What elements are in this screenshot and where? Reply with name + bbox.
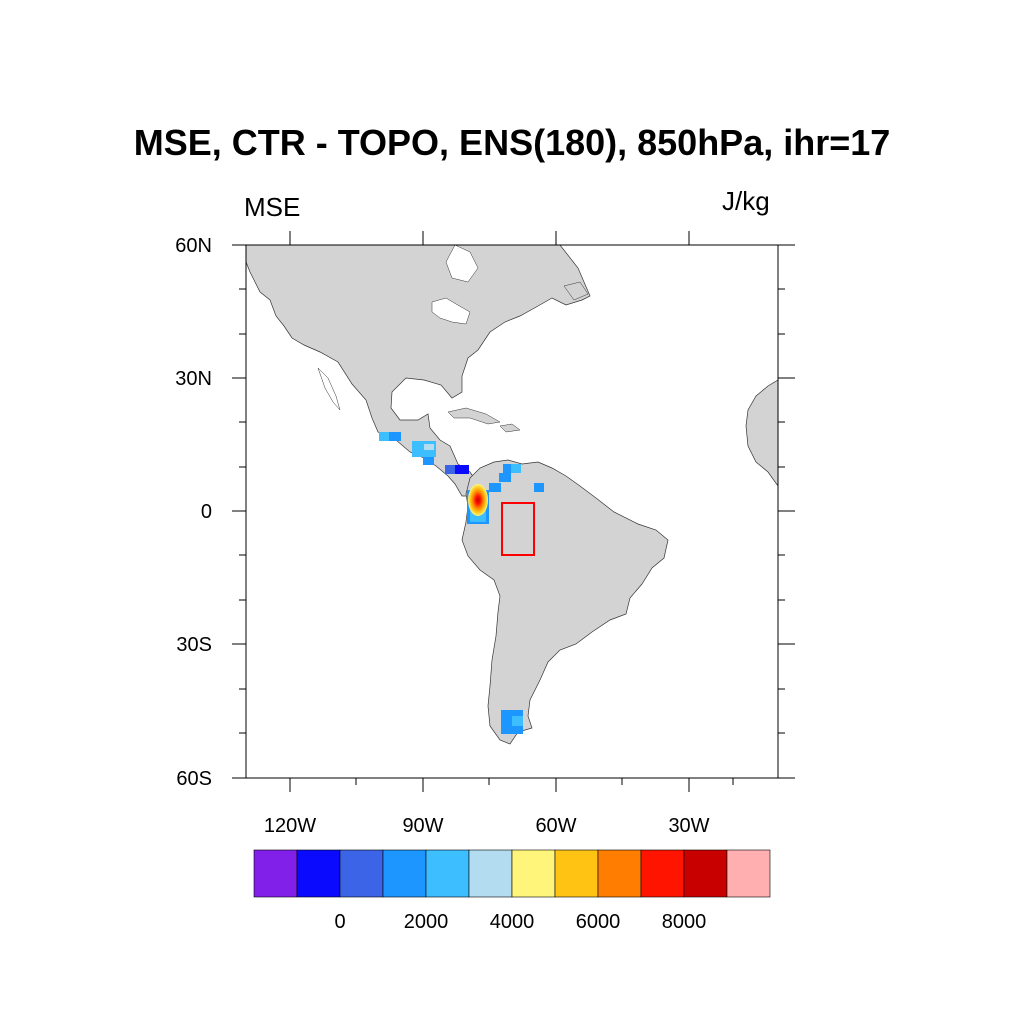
land-layer bbox=[246, 245, 778, 745]
south-america-landmass bbox=[461, 459, 669, 745]
lat-label-0: 0 bbox=[201, 501, 212, 523]
great-lakes bbox=[431, 297, 471, 325]
colorbar-label-0: 0 bbox=[334, 911, 345, 933]
hudson-bay bbox=[445, 245, 479, 283]
lon-label-90w: 90W bbox=[402, 815, 443, 837]
newfoundland-island bbox=[563, 281, 589, 301]
colorbar-box bbox=[253, 849, 298, 898]
units-label: J/kg bbox=[722, 186, 770, 216]
hispaniola-island bbox=[499, 423, 521, 433]
colorbar-box bbox=[726, 849, 771, 898]
lon-label-120w: 120W bbox=[264, 815, 316, 837]
plot-title: MSE, CTR - TOPO, ENS(180), 850hPa, ihr=1… bbox=[133, 122, 891, 163]
colorbar bbox=[253, 849, 771, 898]
colorbar-box bbox=[339, 849, 384, 898]
axis-ticks bbox=[232, 231, 795, 792]
lat-label-60n: 60N bbox=[175, 235, 212, 257]
colorbar-label-4000: 4000 bbox=[490, 911, 535, 933]
lat-label-30n: 30N bbox=[175, 368, 212, 390]
colorbar-box bbox=[511, 849, 556, 898]
lat-label-60s: 60S bbox=[176, 768, 212, 790]
colorbar-label-8000: 8000 bbox=[662, 911, 707, 933]
colorbar-box bbox=[468, 849, 513, 898]
mse-anomaly-shading bbox=[379, 432, 544, 734]
colorbar-box bbox=[296, 849, 341, 898]
colorbar-box bbox=[683, 849, 728, 898]
north-america-landmass bbox=[246, 245, 591, 497]
colorbar-box bbox=[640, 849, 685, 898]
colorbar-label-6000: 6000 bbox=[576, 911, 621, 933]
analysis-region-box bbox=[501, 502, 535, 556]
lon-label-30w: 30W bbox=[668, 815, 709, 837]
gulf-of-california bbox=[317, 367, 341, 411]
colorbar-box bbox=[425, 849, 470, 898]
colorbar-box bbox=[382, 849, 427, 898]
africa-landmass bbox=[745, 379, 778, 487]
lon-label-60w: 60W bbox=[535, 815, 576, 837]
variable-label: MSE bbox=[244, 192, 301, 222]
lat-label-30s: 30S bbox=[176, 634, 212, 656]
cuba-island bbox=[447, 407, 501, 425]
colorbar-label-2000: 2000 bbox=[404, 911, 449, 933]
colorbar-box bbox=[554, 849, 599, 898]
colorbar-box bbox=[597, 849, 642, 898]
